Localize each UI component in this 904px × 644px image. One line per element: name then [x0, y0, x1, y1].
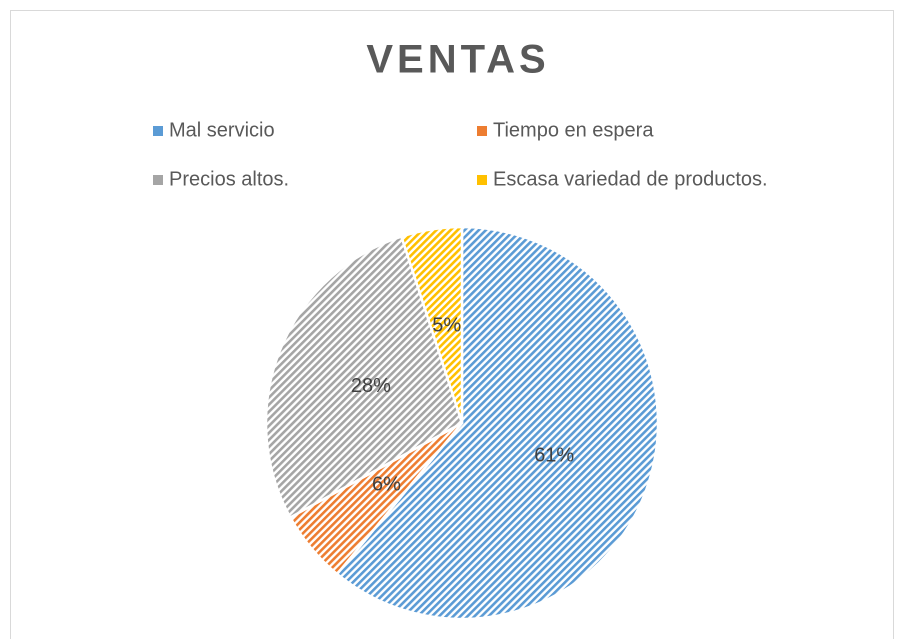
- data-label: 61%: [534, 444, 574, 466]
- legend-swatch: [153, 126, 163, 136]
- data-label: 28%: [351, 375, 391, 397]
- data-label: 6%: [372, 474, 401, 496]
- legend-label: Precios altos.: [169, 168, 289, 190]
- legend-label: Tiempo en espera: [493, 119, 654, 141]
- pie-slice: [399, 225, 464, 424]
- legend-label: Escasa variedad de productos.: [493, 168, 768, 190]
- chart-title: VENTAS: [366, 38, 549, 82]
- legend-swatch: [477, 126, 487, 136]
- data-label: 5%: [432, 314, 461, 336]
- legend-label: Mal servicio: [169, 119, 275, 141]
- pie-slice: [264, 235, 464, 520]
- legend-swatch: [153, 175, 163, 185]
- legend-swatch: [477, 175, 487, 185]
- pie-slice: [335, 225, 660, 621]
